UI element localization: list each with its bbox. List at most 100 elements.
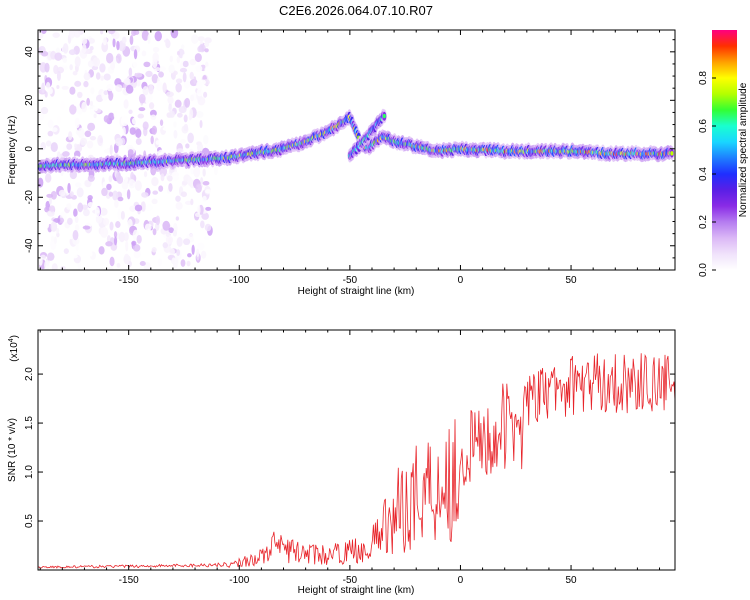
noise-blob: [72, 230, 79, 241]
noise-blob: [144, 223, 152, 231]
noise-blob: [106, 52, 114, 64]
noise-blob: [136, 234, 142, 244]
noise-blob: [76, 91, 83, 99]
noise-blob: [162, 82, 167, 94]
noise-blob: [134, 180, 142, 191]
noise-blob: [108, 175, 113, 183]
noise-blob: [196, 143, 204, 152]
noise-blob: [141, 191, 149, 198]
snr-ylabel: SNR (10 * v/v): [7, 418, 18, 482]
noise-blob: [103, 73, 111, 81]
noise-blob: [203, 134, 209, 145]
noise-blob: [175, 195, 181, 202]
noise-blob: [152, 190, 159, 195]
noise-blob: [176, 51, 181, 56]
noise-blob: [170, 30, 179, 39]
noise-blob: [128, 179, 136, 189]
noise-blob: [203, 104, 211, 113]
noise-blob: [49, 205, 55, 212]
noise-blob: [152, 46, 160, 53]
noise-blob: [197, 205, 201, 215]
noise-blob: [77, 127, 85, 139]
noise-blob: [95, 72, 101, 80]
noise-blob: [179, 67, 188, 73]
noise-blob: [38, 112, 45, 121]
x-tick-label: -50: [343, 575, 358, 586]
noise-blob: [113, 236, 118, 246]
noise-blob: [74, 56, 81, 68]
noise-blob: [184, 97, 191, 108]
noise-blob: [47, 87, 53, 95]
noise-blob: [123, 99, 129, 109]
noise-blob: [182, 60, 189, 68]
noise-blob: [152, 228, 157, 236]
noise-blob: [183, 114, 188, 123]
noise-blob: [44, 259, 50, 270]
noise-blob: [200, 250, 207, 259]
noise-blob: [40, 141, 46, 151]
noise-blob: [184, 167, 193, 175]
noise-blob: [158, 185, 164, 192]
noise-blob: [42, 221, 50, 230]
noise-blob: [50, 235, 55, 243]
noise-blob: [114, 63, 120, 69]
noise-blob: [52, 32, 60, 38]
noise-blob: [199, 119, 203, 129]
noise-blob: [175, 78, 183, 84]
noise-blob: [89, 135, 97, 141]
noise-blob: [102, 37, 107, 46]
snr-frame: [37, 329, 676, 571]
noise-blob: [157, 258, 163, 267]
noise-blob: [108, 191, 114, 197]
colorbar-tick-label: 0.8: [698, 71, 709, 85]
noise-blob: [66, 143, 73, 150]
snr-panel: -150 -100 -50 0 50 0.5 1.0 1.5 2.0 Height of st…: [7, 329, 676, 596]
noise-blob: [39, 97, 47, 107]
noise-blob: [158, 71, 164, 78]
noise-blob: [169, 248, 175, 256]
noise-blob: [204, 189, 212, 194]
noise-blob: [168, 104, 172, 112]
colorbar: 0.0 0.2 0.4 0.6 0.8 Normalized spectral ampl…: [698, 30, 749, 277]
noise-blob: [115, 221, 121, 228]
noise-blob: [171, 257, 177, 265]
noise-blob: [87, 60, 94, 68]
noise-blob: [148, 84, 154, 95]
noise-blob: [162, 126, 170, 131]
noise-blob: [108, 30, 116, 35]
ridge-core: [382, 113, 386, 119]
spectrogram-x-axis: -150 -100 -50 0 50: [39, 30, 661, 286]
noise-blob: [122, 188, 128, 197]
snr-exponent-label: (x104): [8, 335, 20, 362]
noise-blob: [89, 251, 93, 257]
noise-blob: [89, 108, 95, 116]
noise-blob: [189, 58, 197, 66]
x-tick-label: -150: [119, 275, 139, 286]
noise-blob: [196, 80, 203, 91]
noise-blob: [139, 260, 146, 266]
noise-blob: [100, 75, 104, 81]
noise-blob: [197, 242, 205, 251]
noise-blob: [120, 210, 125, 220]
y-tick-label: -20: [24, 190, 35, 205]
noise-blob: [105, 241, 113, 247]
noise-blob: [126, 189, 131, 200]
noise-blob: [156, 80, 163, 92]
noise-blob: [191, 34, 199, 44]
noise-blob: [114, 199, 119, 208]
noise-blob: [137, 113, 144, 119]
noise-blob: [81, 101, 87, 113]
noise-blob: [104, 149, 109, 154]
noise-blob: [41, 30, 47, 34]
noise-blob: [186, 260, 191, 267]
noise-blob: [204, 41, 210, 48]
noise-blob: [213, 164, 218, 176]
snr-xlabel: Height of straight line (km): [298, 585, 415, 596]
x-tick-label: 50: [565, 575, 577, 586]
noise-blob: [201, 212, 209, 220]
noise-blob: [67, 217, 73, 226]
noise-blob: [109, 256, 115, 267]
colorbar-ticks: 0.0 0.2 0.4 0.6 0.8: [698, 71, 716, 277]
noise-blob: [57, 115, 61, 125]
noise-blob: [191, 244, 195, 255]
